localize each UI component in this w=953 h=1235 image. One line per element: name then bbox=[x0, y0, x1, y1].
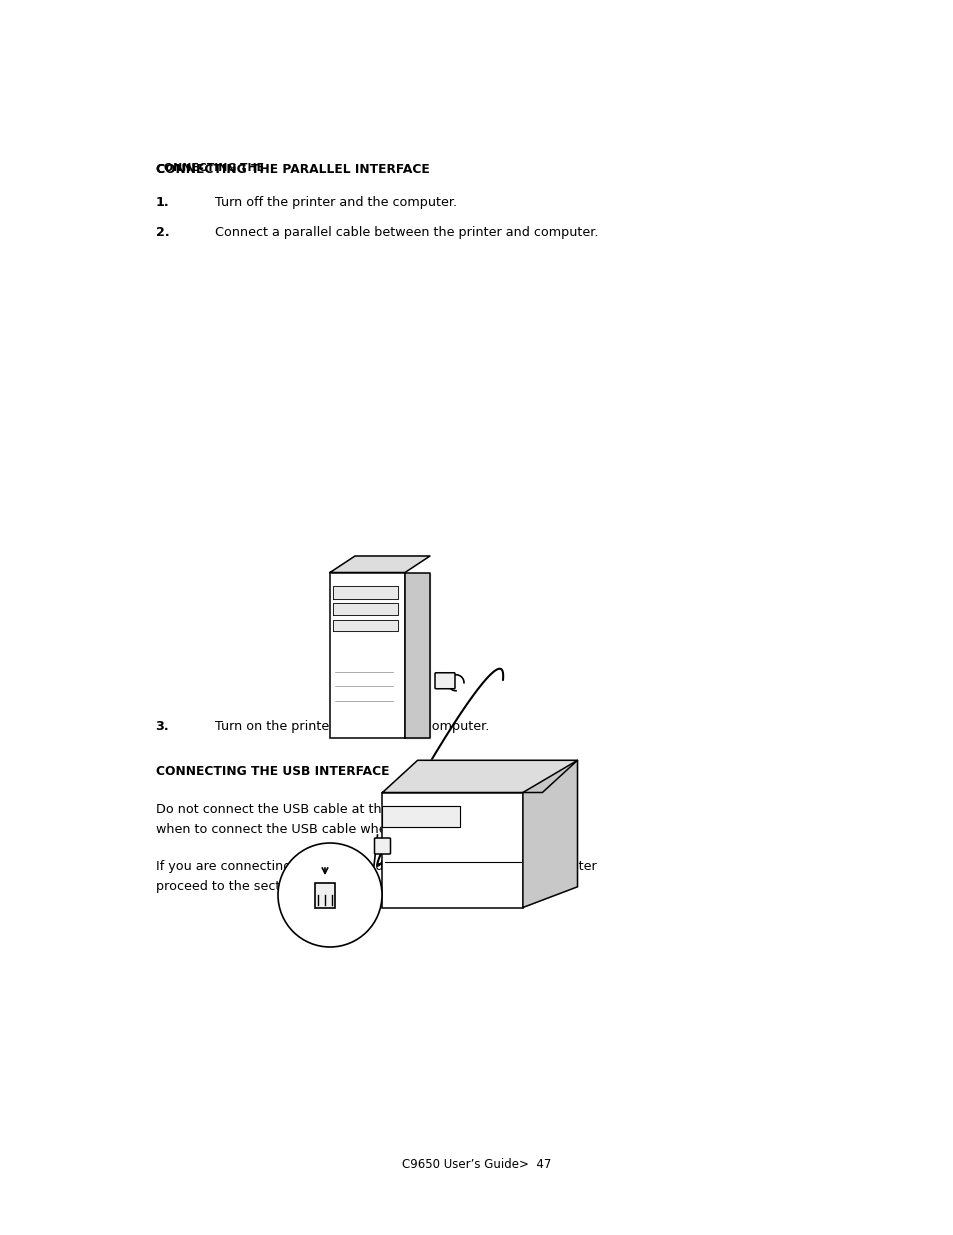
Text: ONNECTING THE: ONNECTING THE bbox=[163, 163, 267, 173]
Polygon shape bbox=[330, 556, 430, 573]
Text: when to connect the USB cable when you run the Drivers CD.: when to connect the USB cable when you r… bbox=[155, 823, 549, 836]
Text: Turn on the printer and then the computer.: Turn on the printer and then the compute… bbox=[214, 720, 489, 734]
Polygon shape bbox=[333, 620, 397, 631]
Text: C9650 User’s Guide>  47: C9650 User’s Guide> 47 bbox=[402, 1158, 551, 1171]
Circle shape bbox=[277, 844, 381, 947]
Text: CONNECTING THE PARALLEL INTERFACE: CONNECTING THE PARALLEL INTERFACE bbox=[155, 163, 429, 177]
Polygon shape bbox=[382, 806, 460, 827]
FancyBboxPatch shape bbox=[435, 673, 455, 689]
Text: 2.: 2. bbox=[155, 226, 169, 240]
Text: 1.: 1. bbox=[155, 196, 169, 209]
Text: Turn off the printer and the computer.: Turn off the printer and the computer. bbox=[214, 196, 456, 209]
Polygon shape bbox=[405, 573, 430, 737]
Polygon shape bbox=[333, 585, 397, 599]
Polygon shape bbox=[382, 761, 577, 793]
Text: Do not connect the USB cable at this time. You will be instructed: Do not connect the USB cable at this tim… bbox=[155, 803, 568, 816]
Text: If you are connecting your printer directly to a stand alone computer: If you are connecting your printer direc… bbox=[155, 860, 596, 873]
FancyBboxPatch shape bbox=[375, 839, 390, 853]
Polygon shape bbox=[522, 761, 577, 908]
Text: 3.: 3. bbox=[155, 720, 169, 734]
Bar bbox=[314, 883, 335, 908]
Bar bbox=[382, 793, 522, 908]
Text: C: C bbox=[155, 163, 165, 177]
Bar bbox=[330, 573, 405, 737]
Text: CONNECTING THE USB INTERFACE: CONNECTING THE USB INTERFACE bbox=[155, 764, 389, 778]
Text: proceed to the section entitled “Printer Drivers”.: proceed to the section entitled “Printer… bbox=[155, 881, 466, 893]
Text: Connect a parallel cable between the printer and computer.: Connect a parallel cable between the pri… bbox=[214, 226, 598, 240]
Polygon shape bbox=[333, 603, 397, 615]
